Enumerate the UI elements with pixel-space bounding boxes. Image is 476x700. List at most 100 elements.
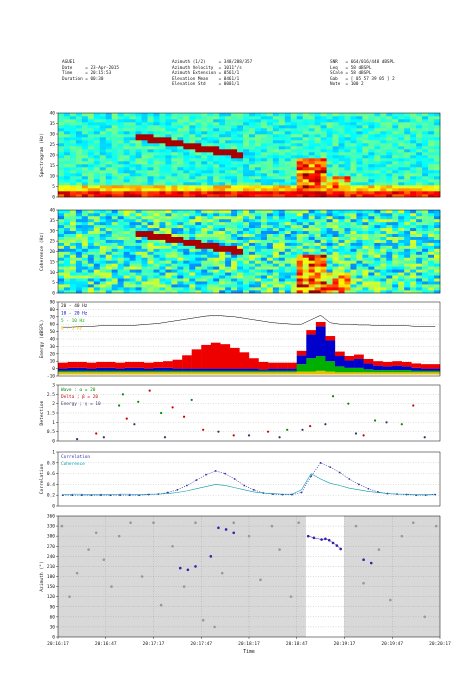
heat-cell <box>69 149 77 153</box>
heat-cell <box>201 278 208 282</box>
heat-cell <box>320 173 327 177</box>
heat-cell <box>207 266 214 270</box>
heat-cell <box>69 236 77 240</box>
heat-cell <box>129 272 136 276</box>
series-point <box>310 475 312 478</box>
heat-cell <box>296 143 304 147</box>
heat-cell <box>320 143 327 147</box>
heat-cell <box>237 143 244 147</box>
heat-cell <box>201 182 208 186</box>
heat-cell <box>422 278 429 282</box>
energy-bar <box>373 372 383 375</box>
heat-cell <box>398 269 405 273</box>
heat-cell <box>231 188 238 192</box>
heat-cell <box>386 194 393 198</box>
heat-cell <box>284 272 292 276</box>
heat-cell <box>260 251 268 255</box>
heat-cell <box>278 260 286 264</box>
heat-cell <box>93 239 101 243</box>
heat-cell <box>254 233 262 237</box>
heat-cell <box>195 212 202 217</box>
heat-cell <box>344 149 351 153</box>
heat-cell <box>69 278 77 282</box>
energy-bar <box>392 372 402 375</box>
heat-cell <box>129 230 136 235</box>
heat-cell <box>338 188 345 192</box>
energy-bar <box>163 370 173 373</box>
heat-cell <box>243 125 250 129</box>
energy-bar <box>201 368 211 371</box>
heat-cell <box>135 266 142 270</box>
heat-cell <box>308 146 315 150</box>
heat-cell <box>284 242 292 246</box>
heat-cell <box>69 221 77 226</box>
heat-cell <box>302 221 309 226</box>
heat-cell <box>225 143 232 147</box>
heat-cell <box>219 119 226 123</box>
heat-cell <box>422 212 429 217</box>
heat-cell <box>320 284 327 288</box>
ytick-label: 30 <box>50 344 56 350</box>
heat-cell <box>183 113 190 117</box>
heat-cell <box>368 170 375 174</box>
heat-cell <box>278 221 286 226</box>
energy-band <box>373 361 383 366</box>
energy-bar <box>382 372 393 375</box>
heat-cell <box>237 149 244 153</box>
heat-cell <box>87 146 95 150</box>
heat-cell <box>368 143 375 147</box>
heat-cell <box>165 173 172 177</box>
heat-cell <box>386 179 393 183</box>
heat-cell <box>254 137 262 141</box>
heat-cell <box>356 113 363 117</box>
heat-cell <box>183 233 190 237</box>
heat-cell <box>350 185 357 189</box>
heat-cell <box>201 272 208 276</box>
heat-cell <box>314 251 321 255</box>
heat-cell <box>326 152 333 156</box>
heat-cell <box>422 152 429 156</box>
heat-cell <box>356 182 363 186</box>
heat-cell <box>254 242 262 246</box>
heat-cell <box>231 146 238 150</box>
heat-cell <box>392 210 399 214</box>
heat-cell <box>129 191 136 195</box>
heat-cell <box>338 152 345 156</box>
heat-cell <box>207 218 214 223</box>
heat-cell <box>260 146 268 150</box>
heat-cell <box>123 245 130 249</box>
heat-cell <box>69 158 77 162</box>
heat-cell <box>392 242 399 246</box>
heat-cell <box>416 287 423 291</box>
heat-cell <box>159 233 166 237</box>
heat-cell <box>398 158 405 162</box>
heat-cell <box>398 122 405 126</box>
heat-cell <box>87 188 95 192</box>
heat-cell <box>326 284 333 288</box>
heat-cell <box>392 116 399 120</box>
heat-cell <box>201 149 208 153</box>
heat-cell <box>219 191 226 195</box>
heat-cell <box>159 275 166 279</box>
heat-cell <box>123 218 130 223</box>
heat-cell <box>159 113 166 117</box>
heat-cell <box>356 272 363 276</box>
detection-point <box>286 428 289 431</box>
heat-cell <box>213 155 220 159</box>
heat-cell <box>177 230 184 235</box>
heat-cell <box>380 167 387 171</box>
heat-cell <box>81 281 89 285</box>
heat-cell <box>302 167 309 171</box>
heat-cell <box>302 254 309 258</box>
heat-cell <box>272 152 280 156</box>
heat-cell <box>105 224 113 229</box>
heat-cell <box>296 210 304 214</box>
detection-point <box>373 419 377 422</box>
heat-cell <box>237 176 244 180</box>
heat-cell <box>344 167 351 171</box>
heat-cell <box>344 158 351 162</box>
heat-cell <box>58 194 65 198</box>
heat-cell <box>201 254 208 258</box>
heat-cell <box>260 164 268 168</box>
heat-cell <box>58 284 65 288</box>
